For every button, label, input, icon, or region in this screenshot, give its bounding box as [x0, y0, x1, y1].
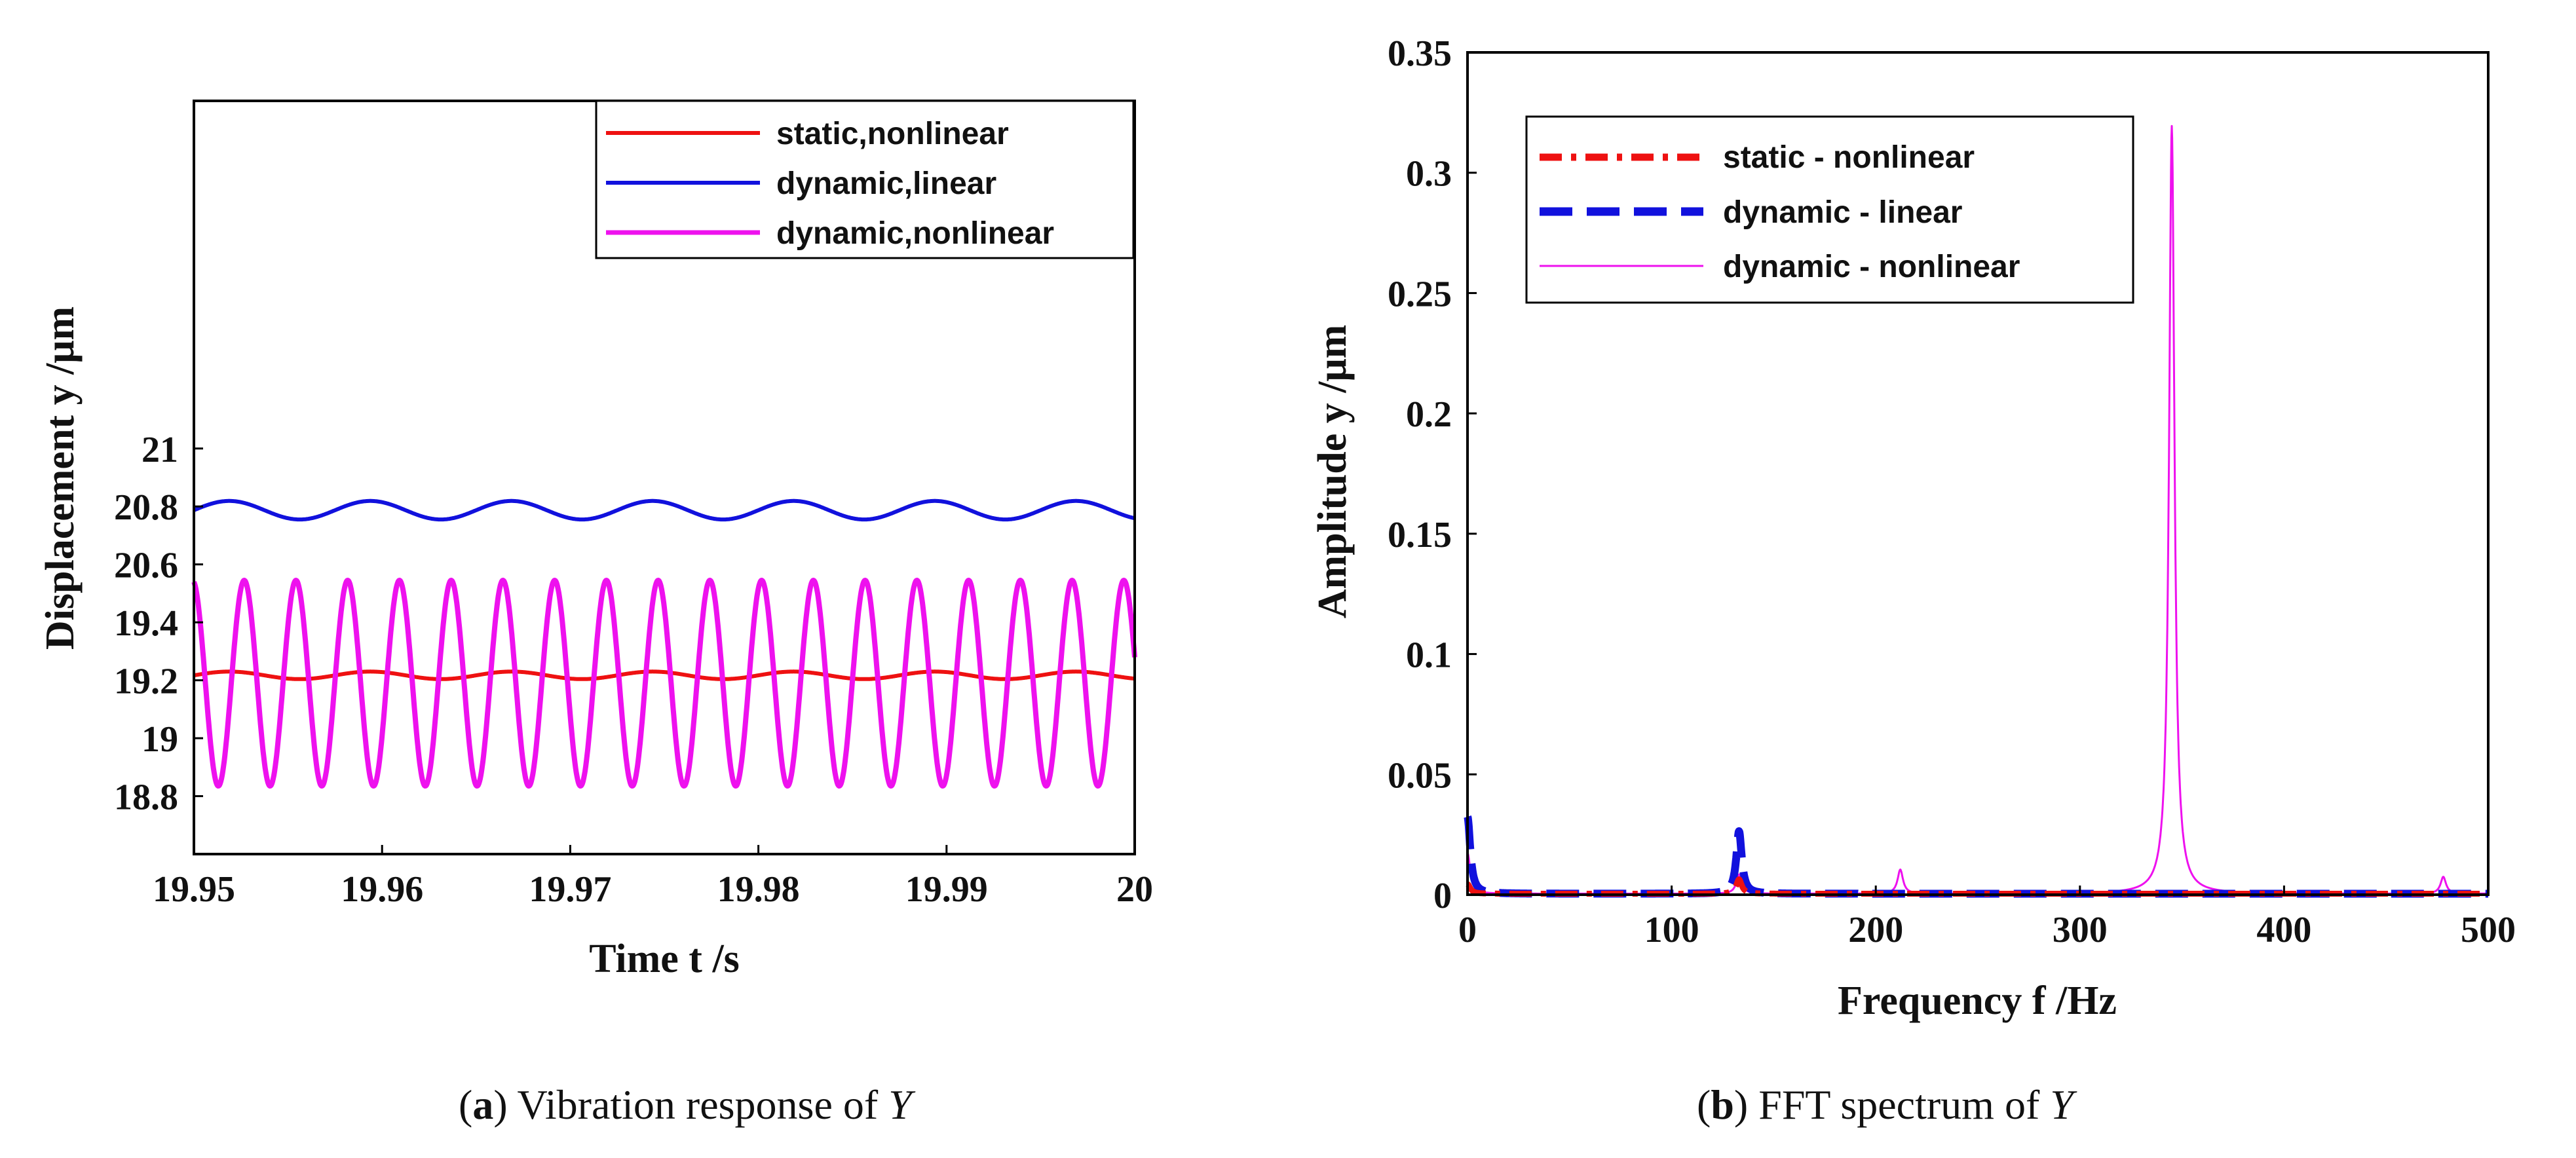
panel-b-y-tick-label: 0.05	[1388, 755, 1452, 796]
panel-a-x-tick-label: 19.99	[905, 869, 988, 910]
panel-a-x-tick-label: 19.98	[717, 869, 800, 910]
panel-b-x-tick-label: 500	[2461, 910, 2516, 950]
panel-b-x-tick-label: 400	[2256, 910, 2311, 950]
panel-a-y-axis-label: Displacement y /μm	[38, 307, 83, 650]
panel-a-x-tick-label: 19.97	[529, 869, 611, 910]
panel-a-series-dynamic-linear	[193, 498, 1136, 522]
panel-b-y-tick-label: 0.1	[1406, 635, 1452, 676]
panel-b-x-axis-label: Frequency f /Hz	[1838, 979, 2117, 1023]
panel-a-x-axis-label: Time t /s	[589, 937, 740, 981]
panel-b-x-tick-label: 100	[1644, 910, 1699, 950]
legend-a-label-dynamic-nonlinear: dynamic,nonlinear	[776, 216, 1054, 251]
panel-b-chart: 0 100 200 300 400 500 0 0.05 0.1 0.15 0.2 0.25 0.3 0.…	[1310, 33, 2516, 1023]
panel-b-y-tick-label: 0.25	[1388, 274, 1452, 314]
panel-a-series-dynamic-nonlinear	[191, 578, 1137, 789]
panel-a-y-tick-label: 21	[142, 430, 178, 470]
panel-b-legend: static - nonlinear dynamic - linear dyna…	[1525, 115, 2134, 304]
caption-b: (b) FFT spectrum of Y	[1697, 1081, 2074, 1128]
panel-b-plot-frame	[1466, 51, 2490, 896]
panel-b-y-tick-label: 0.15	[1388, 515, 1452, 555]
legend-a-label-static-nonlinear: static,nonlinear	[776, 117, 1009, 151]
caption-b-text: FFT spectrum of	[1748, 1081, 2051, 1128]
panel-a-x-tick-label: 19.96	[341, 869, 423, 910]
panel-b-x-tick-label: 300	[2053, 910, 2108, 950]
panel-a-x-tick-label: 20	[1116, 869, 1153, 910]
legend-b-label-dynamic-linear: dynamic - linear	[1723, 195, 1962, 230]
legend-b-label-static-nonlinear: static - nonlinear	[1723, 140, 1975, 175]
panel-b-y-tick-label: 0.35	[1388, 33, 1452, 74]
panel-a-y-tick-label: 18.8	[114, 777, 178, 818]
caption-b-symbol: Y	[2050, 1081, 2074, 1128]
panel-b-legend-box	[1525, 115, 2134, 304]
panel-b-y-tick-label: 0	[1433, 876, 1452, 916]
panel-a-y-tick-label: 19	[142, 719, 178, 760]
legend-a-label-dynamic-linear: dynamic,linear	[776, 166, 996, 201]
panel-a-series-static-nonlinear	[193, 669, 1136, 681]
panel-a-y-tick-label: 20.8	[114, 487, 178, 528]
panel-a-chart: 19.95 19.96 19.97 19.98 19.99 20 18.8 19 19.2 19.…	[38, 100, 1153, 981]
panel-b-series-dynamic-linear	[1464, 813, 2492, 898]
panel-b-y-tick-label: 0.3	[1406, 154, 1452, 195]
panel-b-y-tick-label: 0.2	[1406, 394, 1452, 435]
panel-b-x-tick-label: 0	[1458, 910, 1477, 950]
panel-a-y-tick-label: 19.4	[114, 603, 178, 644]
caption-b-letter: b	[1711, 1081, 1734, 1128]
caption-a-letter: a	[472, 1081, 494, 1128]
legend-b-label-dynamic-nonlinear: dynamic - nonlinear	[1723, 250, 2020, 284]
caption-a-text: Vibration response of	[507, 1081, 889, 1128]
caption-a-symbol: Y	[888, 1081, 912, 1128]
panel-a-y-tick-label: 19.2	[114, 662, 178, 702]
panel-a-legend: static,nonlinear dynamic,linear dynamic,…	[595, 100, 1135, 259]
caption-a: (a) Vibration response of Y	[459, 1081, 912, 1128]
panel-b-y-axis-label: Amplitude y /μm	[1310, 325, 1355, 619]
panel-b-x-tick-label: 200	[1848, 910, 1903, 950]
panel-a-x-tick-label: 19.95	[153, 869, 235, 910]
panel-a-y-tick-label: 20.6	[114, 546, 178, 586]
